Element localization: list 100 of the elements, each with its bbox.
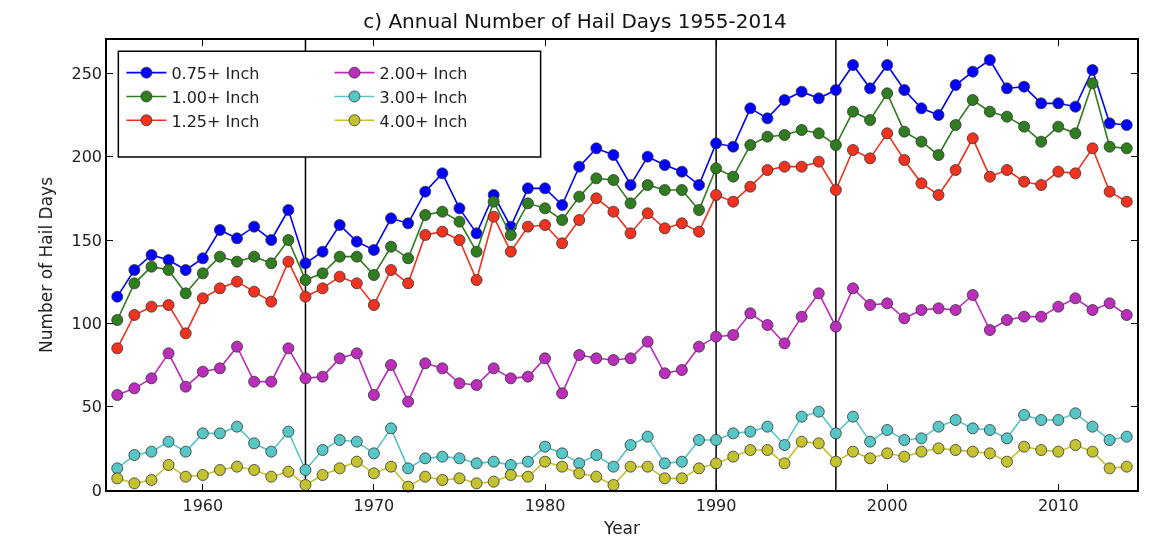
point: [231, 460, 243, 473]
point: [453, 234, 466, 246]
point: [983, 324, 996, 336]
point: [487, 455, 500, 468]
x-tick-label: 2010: [1037, 495, 1079, 515]
point: [248, 437, 261, 450]
point: [881, 297, 894, 310]
point: [402, 252, 415, 265]
point: [658, 222, 671, 235]
point: [214, 427, 226, 440]
point: [778, 439, 791, 451]
point: [590, 352, 603, 365]
point: [487, 195, 500, 208]
point: [214, 224, 226, 236]
point: [898, 312, 911, 325]
point: [556, 447, 569, 460]
point: [932, 442, 945, 455]
point: [641, 460, 654, 473]
point: [693, 225, 705, 238]
point: [214, 282, 226, 295]
point: [675, 165, 688, 178]
point: [744, 444, 757, 456]
point: [111, 389, 124, 401]
point: [829, 184, 842, 196]
point: [932, 189, 945, 201]
point: [1103, 297, 1116, 310]
point: [231, 232, 243, 245]
point: [470, 457, 483, 470]
point: [624, 352, 637, 365]
point: [1052, 97, 1065, 110]
point: [607, 205, 620, 218]
point: [299, 257, 312, 270]
point: [453, 452, 466, 465]
point: [966, 445, 979, 458]
point: [436, 450, 449, 463]
point: [812, 92, 825, 105]
x-tick-label: 1970: [353, 495, 395, 515]
point: [1035, 444, 1048, 456]
point: [1018, 80, 1030, 93]
point: [1086, 420, 1099, 433]
legend-label: 2.00+ Inch: [379, 63, 468, 83]
point: [368, 299, 380, 311]
point: [590, 192, 603, 205]
point: [350, 277, 363, 290]
point: [847, 282, 859, 295]
y-tick-label: 50: [81, 397, 103, 417]
point: [795, 124, 808, 136]
point: [299, 464, 312, 476]
point: [778, 337, 791, 350]
point: [231, 255, 243, 268]
point: [265, 295, 278, 308]
point: [1069, 167, 1082, 180]
point: [693, 204, 705, 216]
point: [590, 142, 603, 155]
point: [710, 457, 722, 470]
point: [915, 304, 928, 316]
point: [710, 162, 722, 175]
point: [915, 102, 928, 115]
x-tick-label: 1990: [695, 495, 737, 515]
point: [539, 352, 551, 365]
point: [829, 320, 842, 333]
point: [299, 479, 312, 491]
point: [949, 414, 962, 426]
y-tick-label: 200: [71, 147, 103, 167]
point: [932, 302, 945, 315]
point: [1018, 175, 1030, 188]
point: [658, 472, 671, 485]
point: [1052, 165, 1065, 178]
point: [368, 467, 380, 480]
point: [761, 444, 774, 456]
point: [1052, 445, 1065, 458]
point: [1035, 414, 1048, 426]
point: [573, 214, 586, 226]
point: [1103, 462, 1116, 475]
point: [1120, 119, 1133, 131]
point: [419, 185, 432, 198]
point: [812, 155, 825, 168]
point: [470, 227, 483, 240]
point: [162, 254, 175, 266]
point: [128, 264, 141, 276]
point: [402, 462, 415, 475]
legend-label: 4.00+ Inch: [379, 111, 468, 131]
y-tick-label: 0: [91, 480, 103, 500]
point: [675, 455, 688, 468]
point: [607, 479, 620, 491]
point: [1120, 430, 1133, 443]
point: [522, 370, 534, 383]
point: [162, 347, 175, 360]
point: [795, 435, 808, 448]
point: [1086, 77, 1099, 90]
point: [385, 240, 397, 253]
point: [1086, 64, 1099, 76]
point: [368, 269, 380, 281]
point: [1001, 82, 1013, 95]
point: [727, 140, 740, 153]
point: [1086, 445, 1099, 458]
point: [522, 470, 534, 483]
point: [385, 264, 397, 276]
point: [504, 459, 517, 471]
point: [522, 455, 534, 468]
